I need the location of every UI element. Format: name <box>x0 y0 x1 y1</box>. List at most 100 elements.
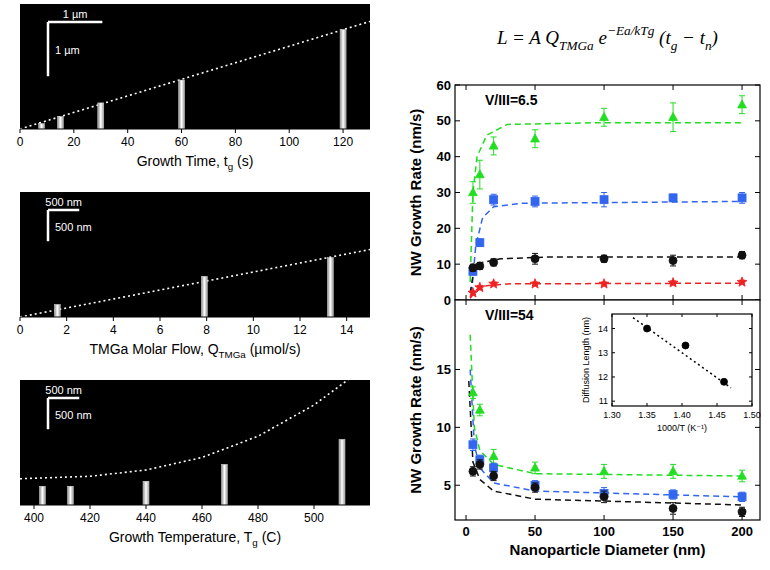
x-tick <box>160 317 161 321</box>
image-background <box>20 4 370 129</box>
error-bar <box>477 262 483 269</box>
fit-curve <box>472 201 743 292</box>
error-bar <box>532 253 538 264</box>
x-tick-label: 0 <box>17 323 24 337</box>
x-tick <box>346 317 347 321</box>
x-tick <box>66 317 67 321</box>
marker <box>669 112 678 120</box>
marker <box>489 452 498 460</box>
error-bar <box>601 491 607 503</box>
x-tick <box>300 317 301 321</box>
x-tick <box>253 317 254 321</box>
text-part: L = A Q <box>496 27 559 48</box>
chart-top: 0102030405060NW Growth Rate (nm/s)V/III=… <box>407 23 760 307</box>
x-tick-label: 480 <box>248 511 268 525</box>
x-tick <box>289 129 290 133</box>
annotation: V/III=6.5 <box>485 92 538 108</box>
x-tick-label: 40 <box>121 135 135 149</box>
marker <box>531 484 539 492</box>
marker <box>669 491 677 499</box>
y-tick-label: 50 <box>437 113 451 128</box>
scale-label: 500 nm <box>45 196 82 208</box>
x-tick-label: 400 <box>24 511 44 525</box>
marker <box>721 378 728 385</box>
x-tick <box>258 505 259 509</box>
x-tick-label: 12 <box>293 323 307 337</box>
marker <box>737 277 747 286</box>
x-tick <box>113 317 114 321</box>
text-part: (µmol/s) <box>246 341 301 357</box>
marker <box>738 471 747 479</box>
y-tick-label: 13 <box>598 348 608 358</box>
y-axis-title: Diffusion Length (nm) <box>581 317 591 403</box>
y-tick-label: 5 <box>444 478 451 493</box>
trend-line <box>20 250 370 318</box>
y-tick <box>455 228 760 229</box>
y-tick-label: 11 <box>599 396 608 406</box>
nanowire <box>221 464 227 505</box>
x-tick-label: 1.30 <box>603 410 621 420</box>
x-tick-label: 1.40 <box>673 410 691 420</box>
y-tick <box>612 328 752 329</box>
x-axis-title: Growth Time, tg (s) <box>137 153 254 172</box>
plot-area <box>20 21 370 129</box>
error-bar <box>739 252 745 259</box>
x-axis <box>20 316 370 317</box>
trend-line <box>20 380 356 479</box>
x-tick <box>682 314 683 406</box>
chart-bottom: 51015050100150200NW Growth Rate (nm/s)Na… <box>407 300 760 558</box>
x-tick <box>127 129 128 133</box>
nanowire <box>67 486 73 505</box>
marker <box>469 441 477 449</box>
text-part: Growth Temperature, T <box>109 529 253 545</box>
image-background <box>20 380 370 505</box>
marker <box>738 493 746 501</box>
text-part: ) <box>711 27 718 49</box>
nanowire <box>98 103 104 129</box>
nanowire <box>179 80 185 129</box>
nanowire <box>54 305 60 318</box>
error-bar <box>491 194 497 205</box>
plot-frame <box>455 85 760 300</box>
error-bar <box>601 193 607 207</box>
x-tick-label: 1.35 <box>638 410 656 420</box>
error-bar <box>670 503 676 515</box>
error-bar <box>491 471 497 480</box>
x-tick <box>181 129 182 133</box>
marker <box>600 467 609 475</box>
x-tick-label: 420 <box>80 511 100 525</box>
marker <box>600 196 608 204</box>
y-tick-label: 15 <box>437 362 451 377</box>
y-tick <box>612 401 752 402</box>
x-tick <box>146 505 147 509</box>
y-tick <box>612 376 752 377</box>
x-axis-title: Nanoparticle Diameter (nm) <box>510 541 706 558</box>
x-tick-label: 0 <box>462 524 469 539</box>
marker <box>668 278 678 287</box>
annotation: V/III=54 <box>485 307 534 323</box>
scale-label: 500 nm <box>45 384 82 396</box>
sem-panel: 500 nm500 nm02468101214TMGa Molar Flow, … <box>17 192 370 360</box>
nanowire <box>143 481 149 505</box>
figure: 1 µm1 µm020406080100120Growth Time, tg (… <box>0 0 770 570</box>
marker <box>531 463 540 471</box>
marker <box>600 255 608 263</box>
text-part: TMGa <box>219 349 247 360</box>
x-tick <box>34 505 35 509</box>
y-axis-title: NW Growth Rate (nm/s) <box>407 109 424 277</box>
marker <box>490 196 498 204</box>
trend-line <box>20 21 370 129</box>
x-tick <box>717 314 718 406</box>
error-bar <box>601 255 607 262</box>
x-tick-label: 100 <box>593 524 615 539</box>
x-tick-label: 6 <box>157 323 164 337</box>
scale-label: 500 nm <box>55 221 92 233</box>
marker <box>669 467 678 475</box>
x-tick-label: 20 <box>67 135 81 149</box>
nanowire <box>201 276 207 317</box>
text-part: − t <box>677 27 705 48</box>
text-part: e <box>594 27 607 48</box>
plot-frame <box>612 314 752 406</box>
x-tick-label: 10 <box>247 323 261 337</box>
text-part: Growth Time, t <box>137 153 228 169</box>
